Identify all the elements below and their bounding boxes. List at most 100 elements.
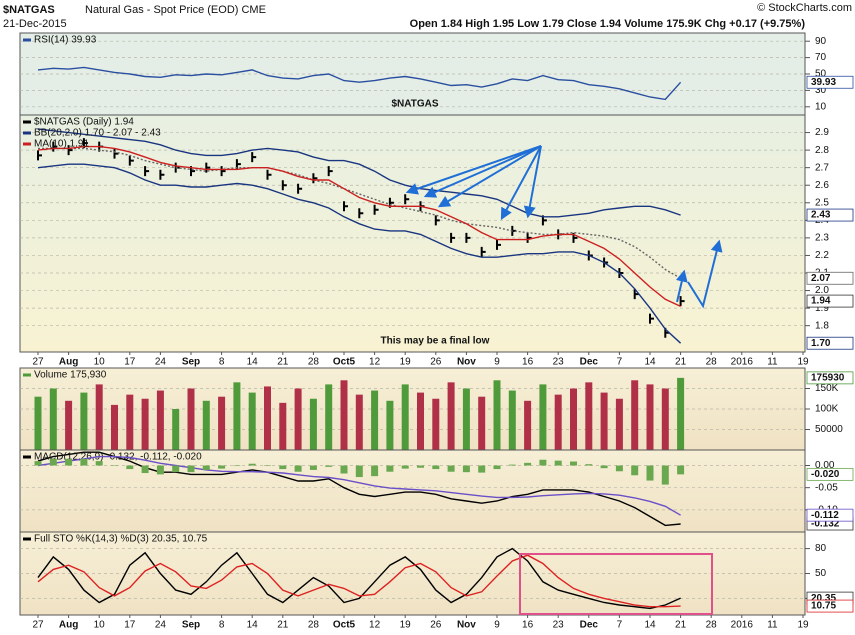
- price-bar: [404, 194, 410, 205]
- x-tick-label: 28: [308, 620, 320, 631]
- x-tick-label: 16: [522, 357, 534, 368]
- price-bar: [159, 169, 165, 180]
- bar: [417, 392, 424, 450]
- y-tick-label: 2.9: [815, 127, 829, 138]
- x-tick-label: 9: [494, 357, 500, 368]
- price-bar: [67, 145, 73, 156]
- x-tick-label: 12: [369, 620, 381, 631]
- end-label: -0.132: [811, 519, 840, 530]
- bar: [554, 394, 562, 450]
- arrow: [405, 145, 542, 195]
- end-label-box: [806, 467, 854, 481]
- x-tick-label: Dec: [580, 357, 599, 368]
- x-tick-label: 7: [617, 357, 623, 368]
- legend-label: Full STO %K(14,3) %D(3) 20.35, 10.75: [34, 534, 208, 545]
- bar: [111, 465, 118, 467]
- x-tick-label: Oct5: [333, 357, 356, 368]
- x-tick-label: 21: [277, 357, 289, 368]
- bar: [524, 400, 532, 450]
- end-label: 10.75: [811, 601, 836, 612]
- bar: [111, 404, 118, 450]
- y-tick-label: 1.8: [815, 320, 829, 331]
- end-label: 175930: [811, 373, 845, 384]
- bar: [462, 388, 470, 450]
- bar: [646, 465, 654, 481]
- x-tick-label: 28: [706, 620, 718, 631]
- arrow: [687, 239, 723, 309]
- bar: [371, 390, 379, 450]
- x-tick-label: 2016: [731, 620, 754, 631]
- y-tick-label: 80: [815, 543, 827, 554]
- symbol-note: $NATGAS: [391, 99, 438, 110]
- y-tick-label: 100K: [815, 404, 839, 415]
- legend-label: MA(10) 1.91: [34, 139, 89, 150]
- bar: [432, 465, 440, 470]
- bar: [539, 459, 547, 466]
- y-tick-label: 0.00: [815, 460, 835, 471]
- bar: [570, 388, 577, 450]
- end-label: 39.93: [811, 77, 836, 88]
- x-tick-label: 16: [522, 620, 534, 631]
- bar: [95, 461, 103, 466]
- bar: [570, 461, 577, 466]
- line: [38, 147, 681, 279]
- bar: [661, 465, 669, 485]
- bar: [233, 382, 241, 450]
- legend-label: RSI(14) 39.93: [34, 35, 97, 46]
- price-bar: [480, 246, 486, 257]
- x-tick-label: 17: [124, 620, 136, 631]
- arrow: [500, 145, 542, 221]
- bar: [279, 402, 287, 450]
- x-tick-label: Sep: [182, 620, 200, 631]
- bar: [156, 390, 164, 450]
- series: [37, 163, 682, 344]
- x-tick-label: 28: [308, 357, 320, 368]
- bar: [95, 384, 103, 450]
- end-label: 1.70: [811, 338, 831, 349]
- end-label-box: [806, 508, 854, 522]
- y-tick-label: 2.5: [815, 197, 829, 208]
- price-bar: [144, 166, 150, 177]
- price-bar: [373, 204, 379, 215]
- x-tick-label: 8: [219, 620, 225, 631]
- bar: [126, 465, 134, 470]
- x-tick-label: 21: [675, 357, 687, 368]
- line: [37, 455, 681, 516]
- bar: [508, 464, 516, 466]
- bar: [202, 400, 210, 450]
- x-tick-label: 19: [797, 620, 809, 631]
- bar: [49, 458, 57, 466]
- bar: [371, 465, 379, 477]
- price-bar: [465, 232, 471, 243]
- x-tick-label: 24: [155, 620, 167, 631]
- price-bar: [679, 296, 685, 307]
- date: 21-Dec-2015: [3, 18, 67, 30]
- price-bar: [343, 201, 348, 212]
- x-tick-label: 21: [277, 620, 289, 631]
- end-label: 20.35: [811, 593, 836, 604]
- y-tick-label: 2.7: [815, 162, 829, 173]
- series: [38, 147, 681, 279]
- x-tick-label: 21: [675, 620, 687, 631]
- arrow: [423, 145, 542, 198]
- legend-label: BB(20,2.0) 1.70 - 2.07 - 2.43: [34, 128, 161, 139]
- x-tick-label: Aug: [59, 357, 78, 368]
- symbol: $NATGAS: [3, 4, 55, 16]
- bar: [325, 465, 333, 467]
- x-tick-label: 23: [553, 620, 565, 631]
- bar: [493, 380, 501, 450]
- bar: [80, 392, 88, 450]
- y-tick-label: 150K: [815, 383, 839, 394]
- y-tick-label: 70: [815, 52, 827, 63]
- bar: [646, 384, 654, 450]
- bar: [172, 409, 180, 450]
- x-tick-label: 10: [94, 620, 106, 631]
- bar: [585, 382, 593, 450]
- x-tick-label: Oct5: [333, 620, 356, 631]
- line: [37, 547, 681, 610]
- series: [37, 66, 682, 101]
- x-tick-label: Aug: [59, 620, 78, 631]
- bar: [202, 465, 210, 470]
- bar: [600, 392, 608, 450]
